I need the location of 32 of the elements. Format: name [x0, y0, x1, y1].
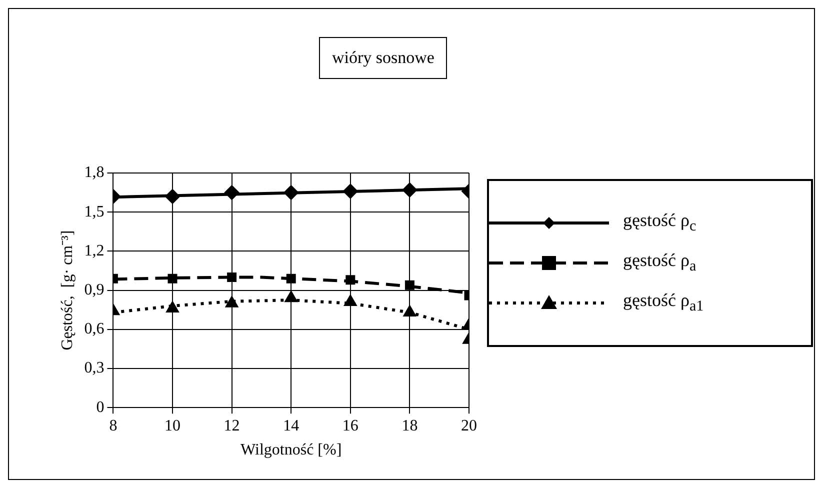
x-tick-label: 10	[164, 417, 180, 434]
point	[165, 188, 180, 204]
y-tick-label: 1,2	[84, 242, 104, 260]
x-axis-title: Wilgotność [%]	[240, 442, 342, 459]
y-tick-label: 1,8	[84, 164, 104, 182]
text: gęstość ρ$_{a}$	[623, 250, 696, 276]
x-tick-label: 20	[461, 417, 477, 434]
y-tick-label: 1,5	[84, 203, 104, 220]
point	[168, 274, 178, 284]
point	[344, 294, 357, 306]
x-tick-label: 12	[224, 417, 240, 434]
point	[284, 290, 298, 302]
point	[286, 274, 296, 284]
point	[224, 185, 240, 200]
point	[166, 301, 180, 313]
x-tick-label: 16	[342, 417, 358, 434]
text: gęstość ρ$_{c}$	[623, 210, 696, 236]
chart-title: wióry sosnowe	[319, 37, 448, 79]
point	[227, 272, 237, 282]
point	[346, 275, 356, 285]
point	[284, 185, 299, 200]
y-tick-label: 0,3	[84, 360, 104, 377]
y-tick-label: 0	[96, 398, 104, 416]
y-axis-title: Gęstość, [g· cm⁻³]	[58, 230, 76, 350]
y-tick-label: 0,9	[84, 282, 104, 299]
text: gęstość ρ$_{a1}$	[623, 290, 704, 316]
point	[342, 184, 358, 199]
x-tick-label: 18	[402, 417, 418, 434]
point	[225, 296, 238, 308]
x-tick-label: 8	[109, 417, 118, 434]
y-tick-label: 0,6	[84, 320, 104, 338]
x-tick-label: 14	[283, 417, 300, 434]
